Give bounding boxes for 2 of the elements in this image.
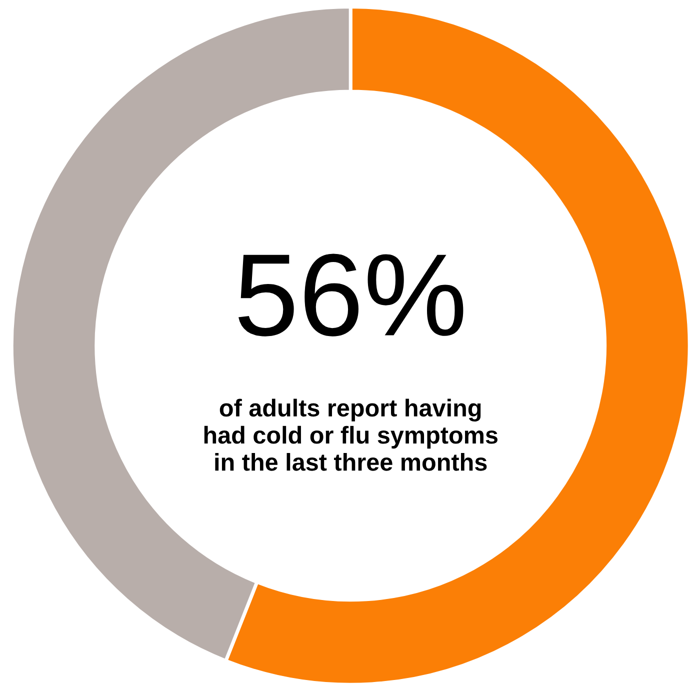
text: 56% (238, 254, 464, 336)
text: of adults report having had cold or flu symptoms in the last three months (204, 398, 498, 471)
